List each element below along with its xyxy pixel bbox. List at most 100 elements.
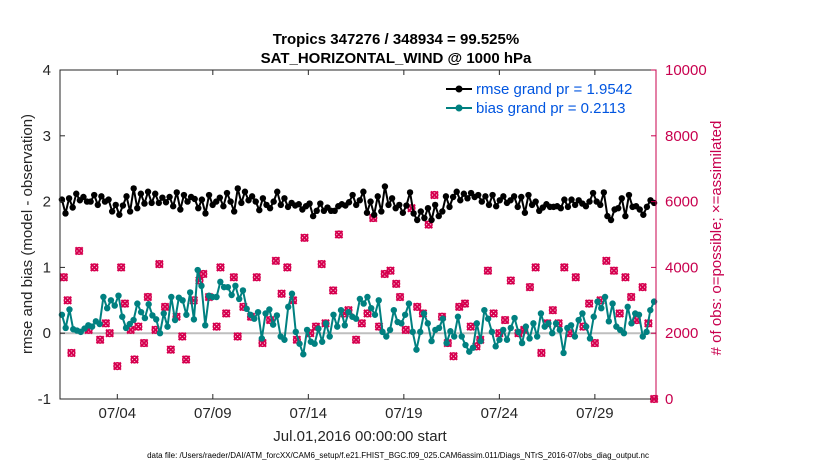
rmse-point	[309, 212, 317, 220]
obs-assimilated-marker	[59, 272, 69, 282]
rmse-point	[238, 199, 245, 207]
bias-point	[375, 297, 382, 304]
obs-possible-marker	[90, 263, 99, 272]
rmse-point	[216, 194, 224, 201]
obs-possible-marker	[300, 233, 309, 242]
rmse-point	[134, 204, 141, 212]
obs-possible-marker	[67, 348, 76, 358]
rmse-point	[399, 209, 407, 216]
bias-point	[522, 323, 530, 330]
obs-possible-marker	[531, 263, 540, 272]
bias-point	[424, 320, 431, 327]
obs-possible-marker	[75, 246, 84, 256]
bias-point	[379, 328, 386, 336]
obs-possible-marker	[430, 190, 439, 200]
obs-possible-marker	[500, 315, 510, 325]
bias-point	[443, 339, 450, 347]
obs-possible-marker	[134, 322, 143, 331]
legend-rmse-marker	[455, 85, 463, 93]
obs-assimilated-marker	[177, 332, 187, 341]
obs-assimilated-marker	[317, 259, 327, 269]
obs-assimilated-marker	[113, 361, 122, 371]
bias-point	[352, 315, 360, 322]
bias-point	[356, 295, 364, 303]
bias-point	[469, 344, 477, 351]
rmse-point	[568, 196, 575, 203]
obs-possible-marker	[229, 273, 238, 282]
obs-possible-marker	[413, 302, 422, 311]
rmse-point	[248, 193, 256, 200]
obs-possible-marker	[105, 329, 114, 338]
bias-point	[643, 328, 650, 336]
y-tick-label: 1	[43, 259, 51, 276]
obs-possible-marker	[525, 283, 535, 292]
bias-point	[300, 351, 307, 358]
rmse-point	[421, 214, 428, 222]
bias-point	[330, 311, 337, 318]
obs-assimilated-marker	[460, 299, 470, 308]
rmse-point	[108, 208, 116, 215]
obs-assimilated-marker	[212, 322, 221, 331]
rmse-point	[144, 188, 152, 195]
bias-point	[292, 328, 299, 336]
obs-possible-marker	[627, 292, 636, 302]
bias-point	[635, 311, 643, 318]
obs-assimilated-marker	[380, 269, 390, 279]
obs-possible-marker	[252, 273, 261, 282]
rmse-point	[173, 189, 180, 196]
obs-possible-marker	[363, 309, 372, 318]
obs-possible-marker	[602, 256, 611, 265]
legend-bias-label: bias grand pr = 0.2113	[476, 100, 625, 117]
obs-possible-marker	[181, 355, 191, 364]
rmse-point	[223, 189, 231, 197]
bias-point	[545, 320, 552, 327]
obs-possible-marker	[96, 335, 105, 344]
bias-point	[239, 287, 247, 294]
bias-point	[202, 322, 209, 329]
rmse-point	[198, 196, 206, 203]
rmse-point	[65, 195, 73, 202]
obs-assimilated-marker	[198, 269, 208, 279]
obs-assimilated-marker	[139, 338, 149, 348]
bias-point	[62, 324, 69, 332]
plot-area	[60, 70, 656, 399]
rmse-point	[435, 212, 442, 220]
rmse-point	[155, 199, 163, 207]
obs-assimilated-marker	[584, 299, 594, 308]
obs-possible-marker	[483, 266, 492, 275]
rmse-point	[410, 210, 417, 217]
bias-point	[620, 330, 628, 337]
obs-assimilated-marker	[63, 295, 72, 305]
bias-point	[386, 326, 394, 334]
rmse-point	[514, 203, 521, 211]
obs-assimilated-marker	[134, 322, 143, 331]
rmse-point	[449, 193, 457, 201]
bias-point	[454, 313, 462, 320]
obs-possible-marker	[143, 292, 152, 302]
rmse-point	[643, 203, 651, 211]
obs-possible-marker	[392, 279, 401, 288]
rmse-point	[274, 188, 281, 195]
obs-possible-marker	[222, 309, 231, 318]
rmse-point	[112, 201, 119, 209]
x-tick-label: 07/04	[99, 405, 137, 422]
bias-point	[398, 320, 405, 327]
obs-assimilated-marker	[252, 272, 262, 282]
rmse-point	[492, 203, 500, 210]
rmse-point	[313, 207, 320, 215]
bias-point	[537, 310, 545, 317]
x-tick-label: 07/14	[290, 405, 328, 422]
bias-point	[326, 333, 333, 340]
bias-point	[605, 318, 613, 325]
obs-possible-marker	[489, 309, 498, 318]
bias-point	[503, 336, 511, 343]
bias-point	[217, 278, 224, 286]
obs-assimilated-marker	[271, 256, 281, 266]
obs-assimilated-marker	[120, 299, 130, 308]
rmse-point	[500, 193, 507, 200]
bias-point	[484, 315, 492, 322]
obs-possible-marker	[166, 345, 175, 354]
rmse-point	[91, 191, 98, 199]
bias-point	[383, 333, 390, 340]
bias-point	[96, 320, 103, 328]
